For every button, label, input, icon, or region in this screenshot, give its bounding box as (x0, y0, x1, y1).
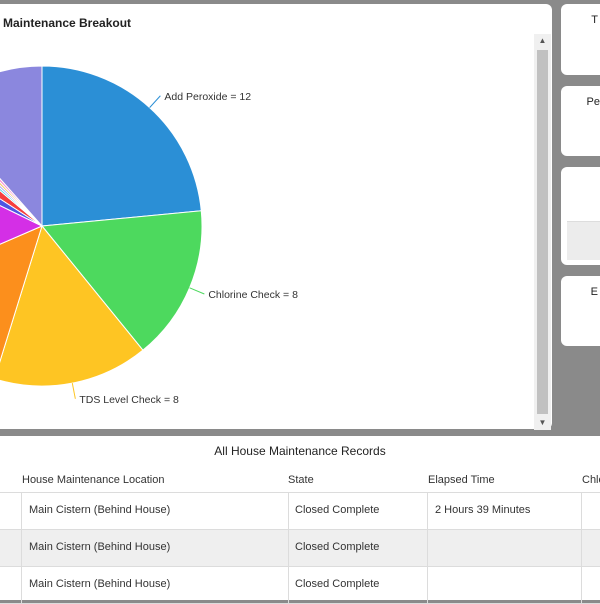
cell-location: Main Cistern (Behind House) (29, 578, 171, 590)
column-header-chlorine[interactable]: Chlo (582, 474, 600, 486)
pie-slice[interactable] (0, 156, 44, 289)
table-row[interactable]: Main Cistern (Behind House) Closed Compl… (0, 567, 600, 604)
pie-label-connector (149, 95, 161, 108)
side-card-label: Pe (586, 96, 600, 108)
pie-slice[interactable] (41, 65, 202, 227)
column-header-elapsed-time[interactable]: Elapsed Time (428, 474, 495, 486)
pie-data-label: TDS Level Check = 8 (79, 394, 179, 406)
column-header-location[interactable]: House Maintenance Location (22, 474, 165, 486)
side-card-4[interactable]: E (561, 276, 600, 346)
pie-slice[interactable] (0, 225, 43, 379)
side-card-3[interactable] (561, 167, 600, 265)
pie-data-label: Chlorine Check = 8 (208, 289, 298, 301)
column-header-state[interactable]: State (288, 474, 314, 486)
pie-slice[interactable] (41, 210, 203, 351)
pie-data-label: Add Peroxide = 12 (164, 91, 251, 103)
table-title: All House Maintenance Records (214, 444, 386, 458)
side-card-grey-block (567, 221, 600, 260)
pie-slice[interactable] (0, 224, 144, 387)
chart-scrollbar[interactable]: ▲ ▼ (534, 34, 551, 430)
side-card-2[interactable]: Pe (561, 86, 600, 156)
cell-state: Closed Complete (295, 578, 380, 590)
cell-state: Closed Complete (295, 541, 380, 553)
scroll-thumb[interactable] (537, 50, 548, 414)
table-row[interactable]: Main Cistern (Behind House) Closed Compl… (0, 493, 600, 530)
side-card-label: T (591, 14, 598, 26)
cell-location: Main Cistern (Behind House) (29, 541, 171, 553)
pie-label-connector (189, 287, 205, 295)
side-card-1[interactable]: T (561, 4, 600, 75)
pie-chart: Add Peroxide = 12 Chlorine Check = 8 TDS L… (0, 65, 298, 406)
table-row[interactable]: Main Cistern (Behind House) Closed Compl… (0, 530, 600, 567)
pie-label-connector (71, 383, 76, 399)
maintenance-records-table: All House Maintenance Records House Main… (0, 436, 600, 604)
scroll-down-arrow-icon[interactable]: ▼ (538, 418, 547, 427)
chart-title: Maintenance Breakout (3, 16, 132, 30)
cell-state: Closed Complete (295, 504, 380, 516)
maintenance-breakout-card: Maintenance Breakout Add Peroxide = 12 Ch… (0, 4, 552, 430)
scroll-up-arrow-icon[interactable]: ▲ (538, 36, 547, 45)
header-divider (0, 492, 600, 493)
pie-slice[interactable] (0, 65, 43, 228)
cell-elapsed: 2 Hours 39 Minutes (435, 504, 531, 516)
cell-location: Main Cistern (Behind House) (29, 504, 171, 516)
side-card-label: E (590, 286, 598, 298)
